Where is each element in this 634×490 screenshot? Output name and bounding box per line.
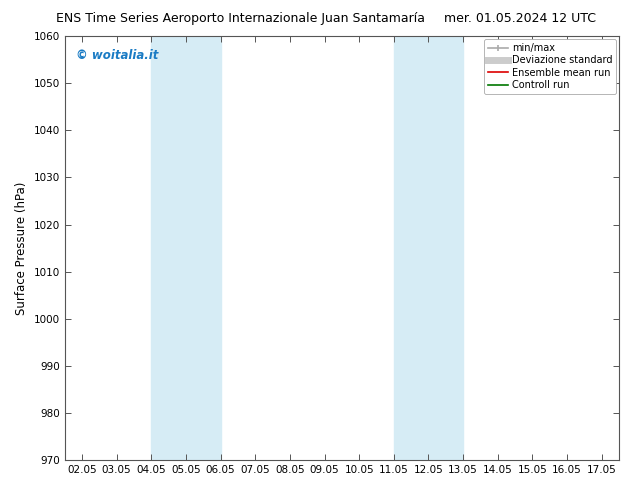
Text: mer. 01.05.2024 12 UTC: mer. 01.05.2024 12 UTC — [444, 12, 596, 25]
Legend: min/max, Deviazione standard, Ensemble mean run, Controll run: min/max, Deviazione standard, Ensemble m… — [484, 39, 616, 94]
Bar — [394, 36, 463, 460]
Bar — [152, 36, 221, 460]
Text: ENS Time Series Aeroporto Internazionale Juan Santamaría: ENS Time Series Aeroporto Internazionale… — [56, 12, 425, 25]
Y-axis label: Surface Pressure (hPa): Surface Pressure (hPa) — [15, 181, 28, 315]
Text: © woitalia.it: © woitalia.it — [75, 49, 158, 62]
